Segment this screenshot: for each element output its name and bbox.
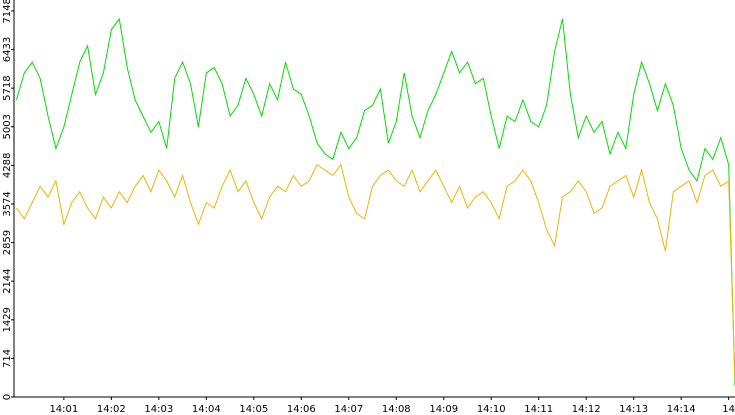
x-tick-label: 14:03 xyxy=(144,404,173,415)
x-tick-label: 14:06 xyxy=(287,404,316,415)
y-tick-label: 5003 xyxy=(2,114,13,139)
x-tick-label: 14:08 xyxy=(382,404,411,415)
series-line xyxy=(15,163,735,381)
x-tick-label: 14:10 xyxy=(477,404,506,415)
x-tick-label: 14:02 xyxy=(97,404,126,415)
x-tick-label: 14:12 xyxy=(572,404,601,415)
y-tick-label: 4288 xyxy=(2,153,13,178)
x-tick-label: 14 xyxy=(722,404,735,415)
y-tick-label: 0 xyxy=(2,394,13,400)
y-tick-label: 714 xyxy=(2,349,13,368)
y-tick-label: 2144 xyxy=(2,268,13,293)
y-tick-label: 2859 xyxy=(2,230,13,255)
series-line xyxy=(15,17,735,387)
y-tick-label: 1429 xyxy=(2,307,13,332)
x-tick-label: 14:09 xyxy=(429,404,458,415)
y-tick-label: 6433 xyxy=(2,37,13,62)
x-tick-label: 14:13 xyxy=(619,404,648,415)
x-tick-label: 14:14 xyxy=(667,404,696,415)
x-tick-label: 14:07 xyxy=(334,404,363,415)
x-tick-label: 14:04 xyxy=(192,404,221,415)
y-tick-label: 5718 xyxy=(2,75,13,100)
x-tick-label: 14:05 xyxy=(239,404,268,415)
y-tick-label: 3574 xyxy=(2,191,13,216)
x-tick-label: 14:11 xyxy=(524,404,553,415)
y-tick-label: 7148 xyxy=(2,0,13,24)
x-tick-label: 14:01 xyxy=(49,404,78,415)
